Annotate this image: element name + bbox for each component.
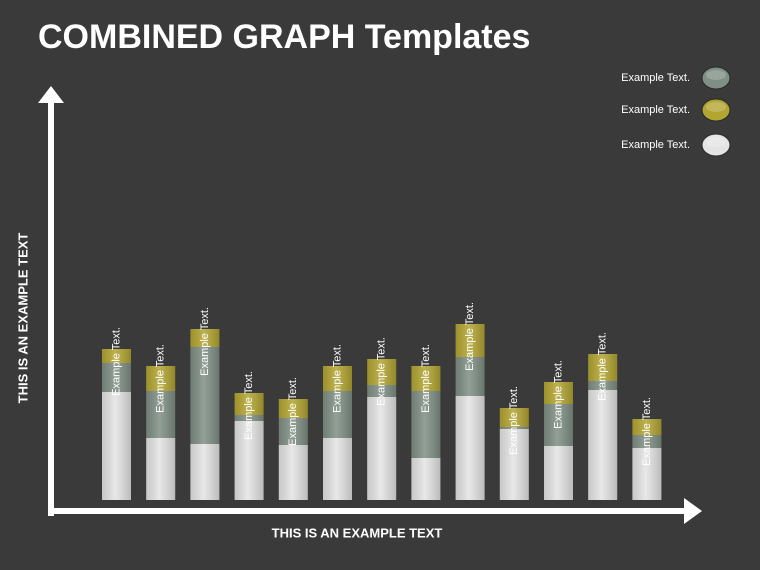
x-axis bbox=[48, 498, 702, 524]
bar-shade bbox=[102, 363, 131, 392]
legend-label: Example Text. bbox=[621, 72, 690, 84]
bar-shade bbox=[190, 329, 220, 347]
bar-shade bbox=[455, 357, 485, 396]
bar-shade bbox=[367, 385, 397, 397]
bar-shade bbox=[632, 419, 662, 435]
x-axis-title: THIS IS AN EXAMPLE TEXT bbox=[272, 525, 443, 540]
bar-label: Example Text. bbox=[243, 371, 255, 440]
x-axis-line bbox=[48, 508, 688, 514]
x-axis-arrow bbox=[684, 498, 702, 524]
bar-shade bbox=[588, 381, 618, 390]
bar-shade bbox=[455, 324, 485, 357]
bar-shade bbox=[367, 397, 397, 500]
bar-label: Example Text. bbox=[376, 337, 388, 406]
legend-swatch bbox=[701, 98, 731, 122]
bar-shade bbox=[588, 354, 618, 381]
bar-shade bbox=[146, 438, 176, 500]
bar-shade bbox=[102, 349, 131, 363]
legend-label: Example Text. bbox=[621, 104, 690, 116]
bar-shade bbox=[102, 392, 131, 500]
bar-label: Example Text. bbox=[464, 302, 476, 371]
legend-swatch bbox=[701, 133, 731, 157]
bar-label: Example Text. bbox=[287, 377, 299, 446]
bar-shade bbox=[499, 429, 529, 500]
bar-shade bbox=[278, 418, 308, 445]
legend-label: Example Text. bbox=[621, 139, 690, 151]
bar-shade bbox=[544, 404, 573, 446]
bar-label: Example Text. bbox=[597, 332, 609, 401]
bar-shade bbox=[499, 408, 529, 427]
bar-shade bbox=[278, 445, 308, 500]
y-axis bbox=[38, 86, 64, 516]
bar-label: Example Text. bbox=[552, 360, 564, 429]
y-axis-arrow bbox=[38, 86, 64, 103]
bar-shade bbox=[190, 444, 220, 500]
bar-shade bbox=[190, 347, 220, 444]
bar-shade bbox=[367, 359, 397, 385]
bar-label: Example Text. bbox=[199, 307, 211, 376]
bar-shade bbox=[499, 427, 529, 429]
bar-shade bbox=[544, 446, 573, 500]
bar-label: Example Text. bbox=[508, 386, 520, 455]
bar-shade bbox=[632, 435, 662, 448]
bar-shade bbox=[588, 390, 618, 500]
legend-swatch bbox=[701, 66, 731, 90]
bar-shade bbox=[323, 391, 352, 438]
bar-shade bbox=[411, 458, 441, 500]
chart-title: COMBINED GRAPH Templates bbox=[38, 18, 530, 56]
bar-shade bbox=[544, 382, 573, 404]
legend-shine bbox=[706, 102, 726, 112]
bar-shade bbox=[234, 421, 264, 500]
y-axis-line bbox=[48, 100, 54, 516]
bar-label: Example Text. bbox=[331, 344, 343, 413]
bar-shade bbox=[323, 438, 352, 500]
bar-shade bbox=[411, 366, 441, 391]
bar-label: Example Text. bbox=[420, 344, 432, 413]
bar-shade bbox=[455, 396, 485, 500]
bar-shade bbox=[411, 391, 441, 458]
bar-shade bbox=[146, 391, 176, 438]
legend-shine bbox=[706, 137, 726, 147]
bar-shade bbox=[146, 366, 176, 391]
bar-label: Example Text. bbox=[110, 327, 122, 396]
bar-shade bbox=[234, 393, 264, 415]
bar-shade bbox=[323, 366, 352, 391]
bar-shade bbox=[632, 448, 662, 500]
bar-shade bbox=[234, 415, 264, 421]
y-axis-title: THIS IS AN EXAMPLE TEXT bbox=[15, 233, 30, 404]
bar-shade bbox=[278, 399, 308, 418]
legend-shine bbox=[706, 70, 726, 80]
bar-label: Example Text. bbox=[641, 397, 653, 466]
bar-label: Example Text. bbox=[155, 344, 167, 413]
